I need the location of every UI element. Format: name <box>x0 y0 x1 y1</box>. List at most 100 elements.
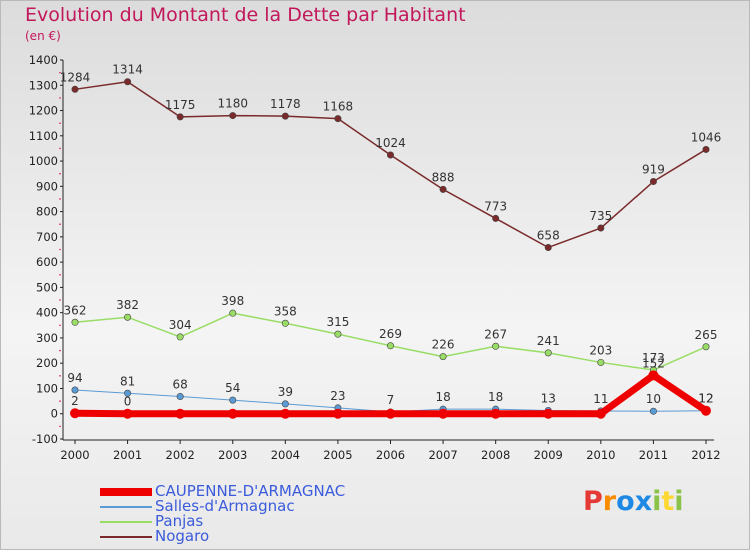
x-tick-label: 2002 <box>166 448 195 462</box>
legend-item: Nogaro <box>100 529 345 544</box>
data-point <box>124 313 132 321</box>
y-minor-tick <box>59 324 61 327</box>
data-point <box>595 408 606 419</box>
x-tick-label: 2007 <box>428 448 457 462</box>
data-label: 54 <box>225 381 240 395</box>
data-label: 1284 <box>60 70 91 84</box>
y-minor-tick <box>59 273 61 276</box>
data-point <box>229 309 237 317</box>
y-tick-label: 700 <box>36 230 58 244</box>
y-tick-label: 800 <box>36 205 58 219</box>
series-3 <box>71 78 710 251</box>
y-tick-label: 1400 <box>29 53 58 67</box>
legend-swatch <box>100 535 152 538</box>
data-point <box>543 408 554 419</box>
data-point <box>122 408 133 419</box>
data-label: 398 <box>221 294 244 308</box>
y-tick-label: 400 <box>36 306 58 320</box>
data-label: 735 <box>589 209 612 223</box>
y-minor-tick <box>59 349 61 352</box>
x-tick-label: 2000 <box>60 448 89 462</box>
legend-label: Salles-d'Armagnac <box>155 497 295 515</box>
data-label: 241 <box>537 334 560 348</box>
data-point <box>386 342 394 350</box>
x-tick-label: 2005 <box>323 448 352 462</box>
data-label: 226 <box>432 338 455 352</box>
y-minor-tick <box>59 147 61 150</box>
data-label: 315 <box>326 315 349 329</box>
x-tick-label: 2009 <box>534 448 563 462</box>
data-label: 11 <box>593 392 608 406</box>
data-point <box>490 408 501 419</box>
data-label: 888 <box>432 170 455 184</box>
legend-swatch <box>100 487 152 496</box>
y-tick-label: 1300 <box>29 78 58 92</box>
proxiti-logo: Proxiti <box>583 486 684 517</box>
data-point <box>281 400 289 408</box>
data-label: 173 <box>642 351 665 365</box>
data-point <box>438 408 449 419</box>
y-minor-tick <box>59 172 61 175</box>
data-label: 0 <box>124 395 132 409</box>
data-point <box>597 224 605 232</box>
data-label: 1024 <box>375 136 406 150</box>
data-label: 18 <box>488 390 503 404</box>
data-label: 18 <box>435 390 450 404</box>
y-minor-tick <box>59 71 61 74</box>
data-label: 919 <box>642 163 665 177</box>
logo-letter: i <box>674 486 684 517</box>
data-label: 2 <box>71 394 79 408</box>
series-0 <box>70 370 711 419</box>
data-label: 7 <box>387 393 395 407</box>
y-tick-label: 1000 <box>29 154 58 168</box>
data-point <box>702 145 710 153</box>
data-label: 358 <box>274 304 297 318</box>
data-point <box>334 330 342 338</box>
legend-swatch <box>100 520 152 523</box>
legend-item: Salles-d'Armagnac <box>100 499 345 514</box>
series-2 <box>71 309 710 374</box>
data-point <box>544 349 552 357</box>
data-label: 152 <box>642 356 665 370</box>
data-label: 1046 <box>691 130 722 144</box>
y-minor-tick <box>59 375 61 377</box>
data-label: 658 <box>537 228 560 242</box>
legend-swatch <box>100 505 152 508</box>
logo-letter: o <box>616 486 635 517</box>
data-label: 269 <box>379 327 402 341</box>
data-point <box>176 333 184 341</box>
legend-item: Panjas <box>100 514 345 529</box>
data-point <box>492 214 500 222</box>
data-point <box>544 243 552 251</box>
data-point <box>648 370 659 381</box>
x-tick-label: 2010 <box>586 448 615 462</box>
data-label: 382 <box>116 298 139 312</box>
x-tick-label: 2003 <box>218 448 247 462</box>
data-label: 13 <box>541 391 556 405</box>
y-minor-tick <box>59 400 61 402</box>
data-label: 94 <box>67 371 82 385</box>
data-label: 362 <box>64 303 87 317</box>
y-tick-label: -100 <box>32 432 58 446</box>
data-label: 773 <box>484 199 507 213</box>
x-tick-label: 2012 <box>691 448 720 462</box>
y-tick-label: 1200 <box>29 104 58 118</box>
data-point <box>439 185 447 193</box>
x-tick-label: 2004 <box>271 448 300 462</box>
data-point <box>175 408 186 419</box>
data-point <box>385 408 396 419</box>
data-point <box>176 393 184 401</box>
data-point <box>229 396 237 404</box>
legend-label: Nogaro <box>155 527 210 545</box>
data-label: 10 <box>646 392 661 406</box>
data-label: 39 <box>278 385 293 399</box>
chart-title: Evolution du Montant de la Dette par Hab… <box>25 4 466 26</box>
data-label: 1175 <box>165 98 196 112</box>
data-label: 265 <box>695 328 718 342</box>
data-label: 267 <box>484 327 507 341</box>
data-label: 68 <box>173 378 188 392</box>
y-minor-tick <box>59 198 61 200</box>
legend-label: CAUPENNE-D'ARMAGNAC <box>155 482 346 500</box>
data-point <box>281 112 289 120</box>
